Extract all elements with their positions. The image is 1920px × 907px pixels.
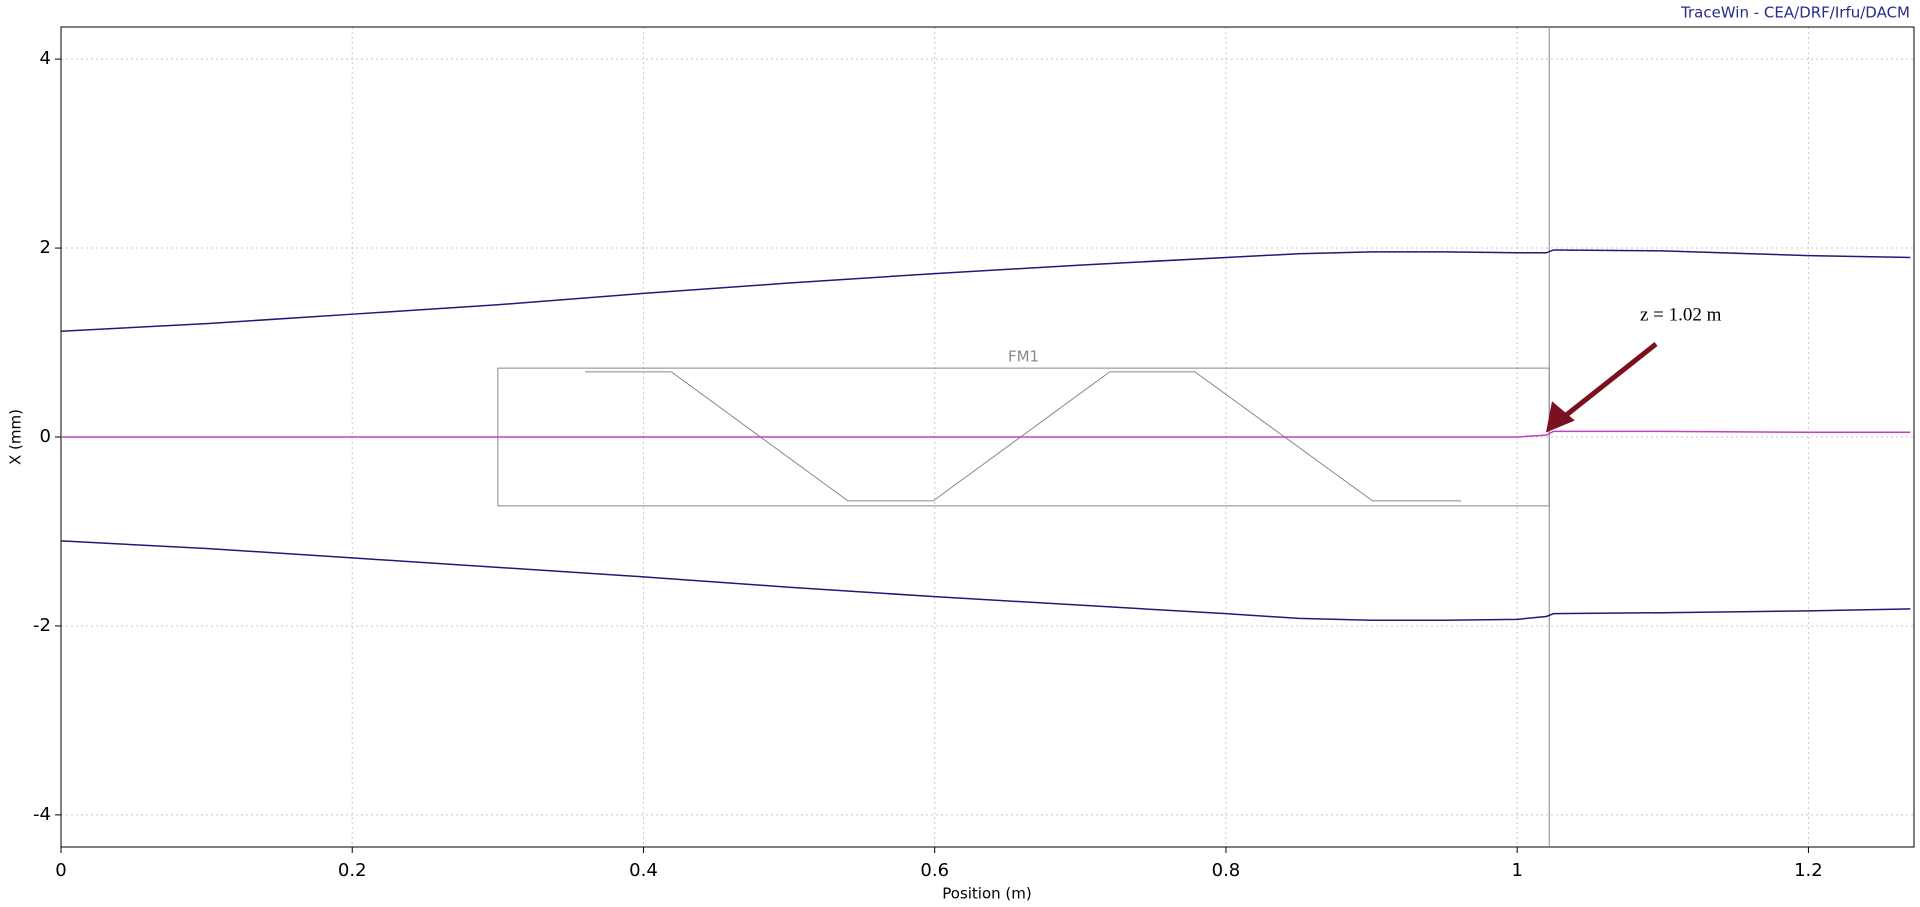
y-tick-label: 4: [40, 48, 51, 69]
y-axis-label: X (mm): [7, 409, 25, 465]
annotation-arrowhead: [1545, 401, 1575, 433]
annotation-arrow: [1558, 342, 1658, 422]
y-tick-label: -4: [33, 804, 51, 825]
annotation: z = 1.02 m: [1640, 304, 1722, 325]
series-line: [61, 430, 1911, 438]
y-tick-label: 0: [40, 426, 51, 447]
y-tick-label: -2: [33, 615, 51, 636]
x-tick-label: 1.2: [1794, 860, 1823, 881]
x-tick-label: 0: [55, 860, 66, 881]
x-tick-label: 0.6: [920, 860, 949, 881]
element-label: FM1: [1008, 348, 1039, 366]
credit: TraceWin - CEA/DRF/Irfu/DACM: [1680, 4, 1910, 22]
y-tick-label: 2: [40, 237, 51, 258]
series-line: [60, 249, 1911, 332]
series-line: [60, 540, 1911, 622]
x-tick-label: 0.4: [629, 860, 658, 881]
x-axis-label: Position (m): [942, 885, 1032, 903]
x-tick-label: 0.8: [1212, 860, 1241, 881]
x-tick-label: 1: [1511, 860, 1522, 881]
x-tick-label: 0.2: [338, 860, 367, 881]
